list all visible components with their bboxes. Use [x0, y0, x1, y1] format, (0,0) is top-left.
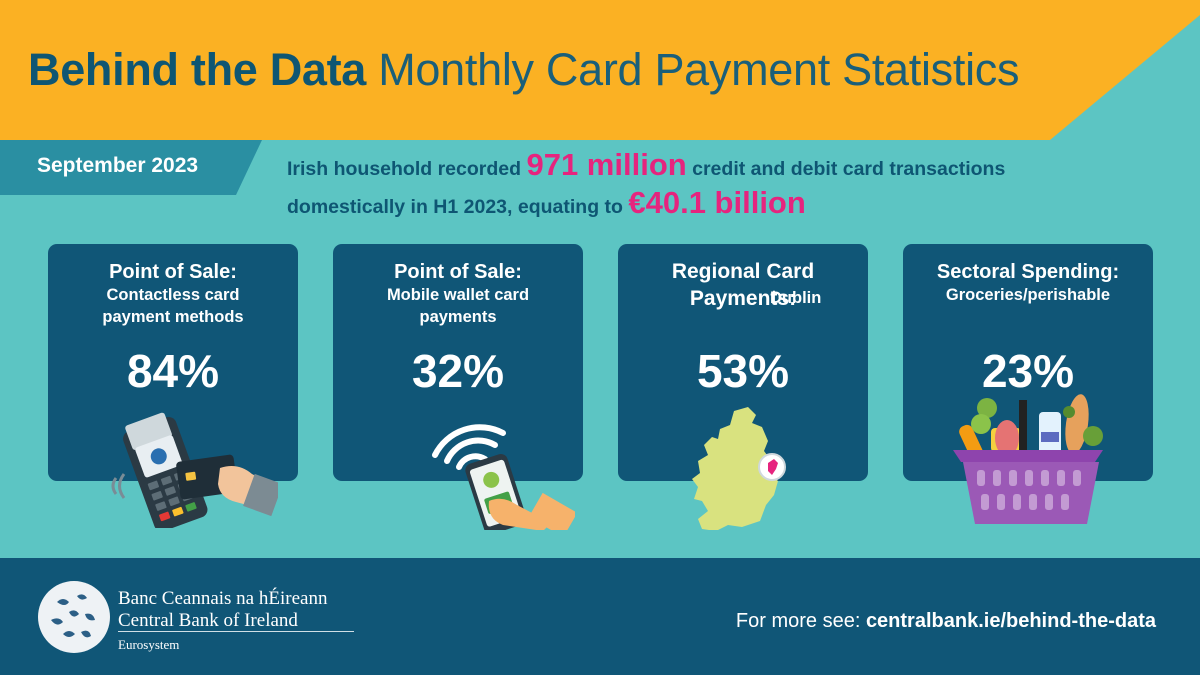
period-tab: [0, 140, 300, 195]
card-heading: Point of Sale:: [109, 261, 237, 283]
mobile-wallet-icon: [425, 405, 578, 538]
title-bold: Behind the Data: [28, 44, 367, 95]
headline-line-2: domestically in H1 2023, equating to €40…: [287, 186, 1005, 224]
stat-card-sectoral: Sectoral Spending: Groceries/perishable …: [903, 244, 1153, 481]
more-link[interactable]: centralbank.ie/behind-the-data: [865, 610, 1156, 632]
card-title: Sectoral Spending: Groceries/perishable: [903, 260, 1153, 306]
bank-name: Banc Ceannais na hÉireann Central Bank o…: [118, 588, 327, 632]
card-subtitle: Groceries/perishable: [945, 286, 1111, 304]
card-value: 84%: [126, 345, 220, 397]
card-subtitle: Dublin: [770, 289, 822, 307]
more-prefix: For more see:: [735, 610, 861, 632]
card-value: 32%: [411, 345, 505, 397]
bank-name-irish: Banc Ceannais na hÉireann: [118, 588, 328, 609]
card-subtitle: Mobile wallet card payments: [386, 286, 530, 326]
headline-line-1: Irish household recorded 971 million cre…: [287, 148, 1005, 186]
card-title: Regional Card Payments: Dublin: [618, 258, 868, 312]
card-terminal-icon: [108, 410, 283, 533]
card-heading: Regional Card Payments:: [671, 260, 815, 310]
more-info: For more see: centralbank.ie/behind-the-…: [736, 610, 1156, 633]
stat-card-mobile-wallet: Point of Sale: Mobile wallet card paymen…: [333, 244, 583, 481]
period-label: September 2023: [37, 154, 199, 177]
footer-bar: [0, 558, 1200, 675]
page-title: Behind the Data Monthly Card Payment Sta…: [28, 44, 1019, 96]
header-banner: [0, 0, 1200, 140]
headline-transactions-count: 971 million: [526, 147, 687, 182]
card-value: 23%: [981, 345, 1075, 397]
card-title: Point of Sale: Mobile wallet card paymen…: [333, 260, 583, 328]
headline-line2-pre: domestically in H1 2023, equating to: [287, 196, 623, 218]
card-value: 53%: [696, 345, 790, 397]
headline-total-value: €40.1 billion: [628, 185, 806, 220]
grocery-basket-icon: [945, 390, 1115, 535]
ireland-map-icon: [690, 405, 800, 535]
card-heading: Point of Sale:: [394, 261, 522, 283]
bank-name-english: Central Bank of Ireland: [118, 610, 298, 631]
headline-line1-post: credit and debit card transactions: [692, 158, 1006, 180]
central-bank-logo-icon: [37, 580, 111, 659]
headline: Irish household recorded 971 million cre…: [287, 148, 1005, 224]
card-heading: Sectoral Spending:: [936, 261, 1120, 283]
title-light: Monthly Card Payment Statistics: [378, 44, 1020, 95]
headline-line1-pre: Irish household recorded: [287, 158, 522, 180]
card-subtitle: Contactless card payment methods: [102, 286, 244, 326]
card-title: Point of Sale: Contactless card payment …: [48, 260, 298, 328]
footer-divider: [118, 631, 354, 632]
eurosystem-label: Eurosystem: [118, 637, 180, 652]
